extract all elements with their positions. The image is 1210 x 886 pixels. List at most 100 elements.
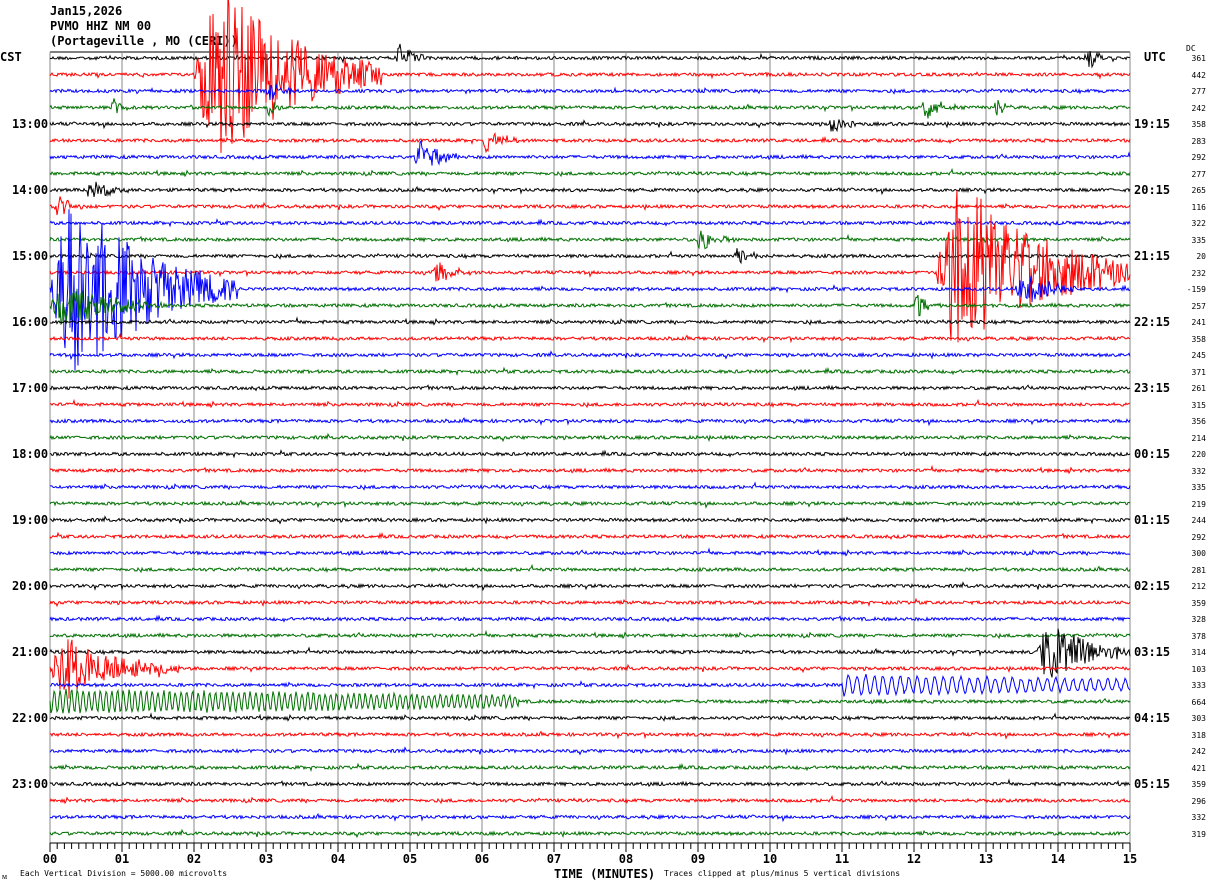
seismic-trace [49, 416, 1131, 427]
left-hour-label: 22:00 [12, 711, 49, 725]
dc-offset-value: 277 [1191, 87, 1206, 96]
seismic-trace [49, 384, 1131, 392]
seismic-trace [49, 98, 1131, 119]
seismic-trace [49, 778, 1131, 788]
seismic-trace [49, 746, 1131, 756]
seismic-trace [49, 132, 1131, 154]
dc-offset-value: 358 [1191, 120, 1206, 129]
left-hour-label: 21:00 [12, 645, 49, 659]
seismic-trace [49, 563, 1131, 574]
station-label: PVMO HHZ NM 00 [50, 19, 152, 33]
x-axis-title: TIME (MINUTES) [554, 867, 656, 881]
right-hour-label: 22:15 [1134, 315, 1171, 329]
seismic-trace [49, 597, 1131, 608]
dc-offset-value: 328 [1191, 615, 1206, 624]
left-hour-label: 14:00 [12, 183, 49, 197]
seismic-trace [49, 673, 1131, 697]
dc-offset-value: 265 [1191, 186, 1206, 195]
dc-offset-value: 378 [1191, 631, 1206, 641]
dc-offset-value: 371 [1191, 367, 1206, 377]
dc-offset-value: 315 [1191, 400, 1206, 410]
seismic-trace [49, 248, 1131, 265]
dc-offset-value: 361 [1191, 54, 1206, 63]
right-hour-label: 02:15 [1134, 579, 1171, 593]
seismic-trace [49, 547, 1131, 557]
dc-offset-value: 358 [1191, 334, 1206, 344]
dc-offset-value: 242 [1191, 747, 1206, 756]
dc-offset-value: -159 [1186, 285, 1206, 294]
left-hour-label: 19:00 [12, 513, 49, 527]
seismic-trace [49, 196, 1131, 216]
left-hour-label: 17:00 [12, 381, 49, 395]
right-timezone-label: UTC [1144, 50, 1166, 64]
seismic-trace [49, 828, 1131, 839]
dc-label: DC [1186, 44, 1196, 53]
dc-offset-value: 664 [1191, 697, 1206, 707]
right-hour-label: 21:15 [1134, 249, 1171, 263]
x-tick-label: 01 [115, 852, 129, 866]
seismic-trace [49, 83, 1131, 100]
seismic-trace [49, 119, 1131, 133]
dc-offset-value: 103 [1191, 664, 1206, 674]
dc-offset-value: 303 [1191, 714, 1206, 723]
dc-offset-value: 292 [1191, 153, 1206, 162]
corner-mark: ᴍ [2, 872, 8, 881]
left-hour-label: 18:00 [12, 447, 49, 461]
scale-note: Each Vertical Division = 5000.00 microvo… [20, 869, 228, 878]
seismic-trace [49, 730, 1131, 740]
dc-offset-value: 314 [1191, 648, 1206, 657]
seismic-trace [49, 639, 1131, 699]
dc-offset-value: 283 [1191, 136, 1206, 146]
right-hour-label: 01:15 [1134, 513, 1171, 527]
dc-offset-value: 421 [1191, 763, 1206, 773]
seismic-trace [49, 366, 1131, 376]
dc-offset-value: 296 [1191, 796, 1206, 806]
seismic-trace [49, 209, 1131, 371]
dc-offset-value: 241 [1191, 318, 1206, 327]
seismic-trace [49, 167, 1131, 178]
x-tick-label: 05 [403, 852, 417, 866]
right-hour-label: 03:15 [1134, 645, 1171, 659]
seismic-trace [49, 812, 1131, 823]
seismic-trace [49, 531, 1131, 541]
x-tick-label: 15 [1123, 852, 1137, 866]
dc-offset-value: 332 [1191, 466, 1206, 476]
dc-offset-value: 244 [1191, 516, 1206, 525]
right-hour-label: 04:15 [1134, 711, 1171, 725]
dc-offset-value: 356 [1191, 417, 1206, 426]
seismic-trace [49, 629, 1131, 640]
seismic-trace [50, 481, 1131, 491]
dc-offset-value: 214 [1191, 433, 1206, 443]
seismic-trace [49, 332, 1131, 344]
dc-offset-value: 335 [1191, 235, 1206, 245]
dc-offset-value: 220 [1191, 450, 1206, 459]
x-tick-label: 03 [259, 852, 273, 866]
dc-offset-value: 261 [1191, 384, 1206, 393]
seismic-trace [49, 449, 1131, 459]
date-label: Jan15,2026 [50, 4, 123, 18]
x-tick-label: 13 [979, 852, 993, 866]
seismic-trace [49, 230, 1131, 250]
seismic-trace [49, 464, 1131, 475]
right-hour-label: 20:15 [1134, 183, 1171, 197]
seismic-trace [49, 139, 1131, 166]
dc-offset-value: 277 [1191, 169, 1206, 179]
x-tick-label: 10 [763, 852, 777, 866]
dc-offset-value: 319 [1191, 829, 1206, 839]
seismic-trace [49, 628, 1131, 678]
right-hour-label: 19:15 [1134, 117, 1171, 131]
x-tick-label: 08 [619, 852, 633, 866]
seismic-trace [49, 350, 1131, 361]
seismic-trace [49, 0, 1131, 153]
dc-offset-value: 359 [1191, 780, 1206, 789]
dc-offset-value: 292 [1191, 532, 1206, 542]
dc-offset-value: 116 [1191, 202, 1206, 212]
right-hour-label: 05:15 [1134, 777, 1171, 791]
x-tick-label: 06 [475, 852, 489, 866]
x-tick-label: 14 [1051, 852, 1065, 866]
seismic-trace [49, 398, 1131, 409]
left-hour-label: 15:00 [12, 249, 49, 263]
dc-offset-value: 232 [1191, 268, 1206, 278]
x-tick-label: 09 [691, 852, 705, 866]
